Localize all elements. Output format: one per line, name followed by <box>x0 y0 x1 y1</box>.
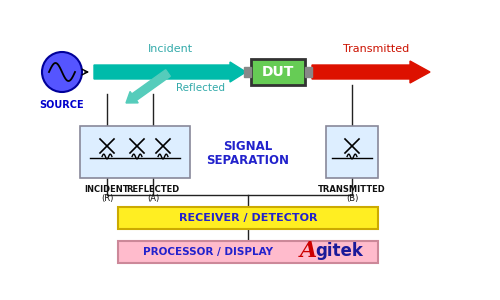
Text: TRANSMITTED: TRANSMITTED <box>318 185 386 194</box>
Text: (R): (R) <box>101 194 113 203</box>
Text: INCIDENT: INCIDENT <box>84 185 130 194</box>
FancyBboxPatch shape <box>118 241 378 263</box>
Text: DUT: DUT <box>262 65 294 79</box>
Text: Reflected: Reflected <box>176 83 225 93</box>
Text: (B): (B) <box>346 194 358 203</box>
Text: PROCESSOR / DISPLAY: PROCESSOR / DISPLAY <box>143 247 273 257</box>
FancyArrow shape <box>126 70 170 103</box>
Text: RECEIVER / DETECTOR: RECEIVER / DETECTOR <box>179 213 318 223</box>
Text: (A): (A) <box>147 194 159 203</box>
FancyBboxPatch shape <box>251 59 305 85</box>
Text: Transmitted: Transmitted <box>343 44 409 54</box>
Text: A: A <box>300 240 318 262</box>
FancyBboxPatch shape <box>326 126 378 178</box>
Text: REFLECTED: REFLECTED <box>126 185 180 194</box>
Text: gitek: gitek <box>315 242 363 260</box>
Bar <box>244 67 251 77</box>
Text: SEPARATION: SEPARATION <box>206 154 290 166</box>
FancyBboxPatch shape <box>80 126 190 178</box>
Bar <box>305 67 312 77</box>
Text: SIGNAL: SIGNAL <box>224 140 272 152</box>
Circle shape <box>42 52 82 92</box>
Text: Incident: Incident <box>148 44 192 54</box>
FancyArrow shape <box>94 62 246 82</box>
FancyBboxPatch shape <box>118 207 378 229</box>
FancyArrow shape <box>312 61 430 83</box>
Text: SOURCE: SOURCE <box>40 100 84 110</box>
